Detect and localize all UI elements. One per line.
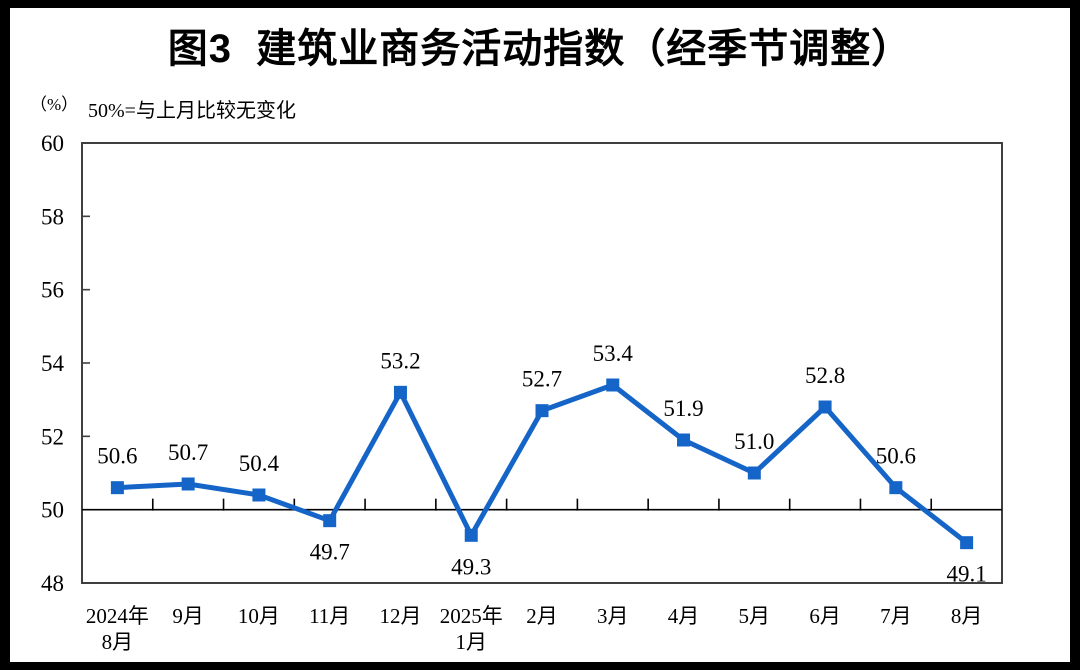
data-point-marker <box>606 378 620 392</box>
x-axis-label: 2024年 <box>86 604 149 628</box>
data-point-label: 52.8 <box>805 363 845 388</box>
data-point-marker <box>110 481 124 495</box>
y-axis-tick-label: 48 <box>41 571 64 596</box>
data-point-marker <box>323 514 337 528</box>
chart-canvas <box>10 8 1070 662</box>
x-axis-label: 10月 <box>238 604 280 628</box>
data-point-marker <box>889 481 903 495</box>
y-axis-tick-label: 58 <box>41 204 64 229</box>
data-point-label: 49.3 <box>451 554 491 579</box>
data-point-marker <box>747 466 761 480</box>
y-axis-tick-label: 50 <box>41 498 64 523</box>
data-point-marker <box>393 385 407 399</box>
y-axis-unit-label: （%） <box>30 95 79 114</box>
y-axis-tick-label: 52 <box>41 424 64 449</box>
data-point-label: 51.9 <box>663 396 703 421</box>
x-axis-label: 4月 <box>668 604 700 628</box>
y-axis-tick-label: 60 <box>41 131 64 156</box>
data-point-marker <box>960 536 974 550</box>
chart-title: 图3 建筑业商务活动指数（经季节调整） <box>167 27 913 71</box>
x-axis-label: 11月 <box>309 604 350 628</box>
x-axis-label: 7月 <box>880 604 912 628</box>
x-axis-label: 12月 <box>379 604 421 628</box>
x-axis-label: 5月 <box>739 604 771 628</box>
x-axis-label: 2月 <box>526 604 558 628</box>
data-point-label: 50.6 <box>876 444 916 469</box>
data-point-marker <box>181 477 195 491</box>
data-point-marker <box>677 433 691 447</box>
data-point-marker <box>252 488 266 502</box>
data-point-label: 51.0 <box>734 429 774 454</box>
reference-note: 50%=与上月比较无变化 <box>88 100 296 122</box>
x-axis-label: 8月 <box>951 604 983 628</box>
data-point-label: 49.1 <box>946 562 986 587</box>
x-axis-label: 2025年 <box>440 604 503 628</box>
x-axis-label: 1月 <box>455 630 487 654</box>
y-axis-tick-label: 54 <box>41 351 65 376</box>
data-point-label: 52.7 <box>522 367 562 392</box>
data-point-label: 49.7 <box>310 540 350 565</box>
data-point-label: 53.4 <box>593 341 634 366</box>
data-point-label: 50.7 <box>168 440 208 465</box>
y-axis-tick-label: 56 <box>41 278 64 303</box>
x-axis-label: 3月 <box>597 604 629 628</box>
data-point-label: 53.2 <box>380 348 420 373</box>
x-axis-label: 9月 <box>172 604 204 628</box>
plot-area-border <box>81 142 1003 584</box>
data-point-label: 50.4 <box>239 451 280 476</box>
data-point-marker <box>535 404 549 418</box>
x-axis-label: 6月 <box>809 604 841 628</box>
data-point-marker <box>818 400 832 414</box>
data-point-marker <box>464 528 478 542</box>
data-point-label: 50.6 <box>97 444 137 469</box>
x-axis-label: 8月 <box>102 630 134 654</box>
